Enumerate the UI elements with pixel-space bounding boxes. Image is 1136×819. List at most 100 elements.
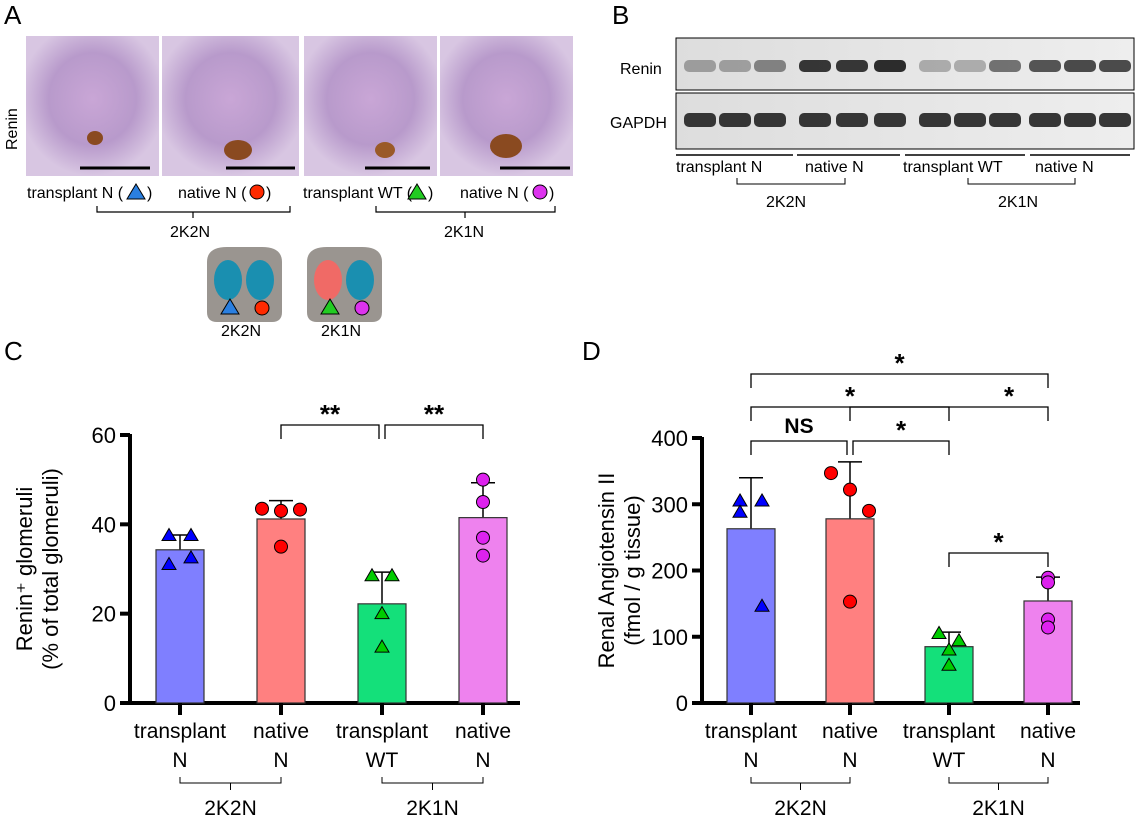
data-point-triangle xyxy=(754,598,770,612)
significance-bracket xyxy=(750,440,848,455)
blot-row-renin: Renin xyxy=(620,61,662,78)
western-blot xyxy=(675,37,1135,150)
circle-red-icon xyxy=(249,184,265,200)
micrographs xyxy=(26,36,573,176)
caption-transplant-wt: transplant WT ( xyxy=(303,185,413,202)
y-tick-label: 0 xyxy=(104,691,116,716)
group-label: 2K2N xyxy=(204,797,257,819)
caption-native-n-2k1n: native N ( xyxy=(460,185,529,202)
group-bracket xyxy=(381,777,484,784)
kidney-schematic-2k1n: 2K1N xyxy=(307,247,382,340)
data-point-triangle xyxy=(732,504,748,518)
blot-band-gapdh xyxy=(954,113,986,127)
category-label: native xyxy=(822,720,878,743)
bar xyxy=(825,518,875,704)
significance-bracket xyxy=(384,424,484,439)
caption-native-n: native N ( xyxy=(178,185,247,202)
data-point-triangle xyxy=(732,492,748,507)
lane-label-native-n-2k1n: native N xyxy=(1035,159,1094,176)
data-point-circle xyxy=(476,548,490,563)
blot-band-gapdh xyxy=(919,113,951,127)
data-point-triangle xyxy=(941,657,957,671)
group-bracket xyxy=(948,777,1049,784)
micrograph-transplant-n xyxy=(26,36,159,176)
category-label: N xyxy=(475,749,490,772)
group-bracket xyxy=(750,777,851,784)
blot-group-2k1n: 2K1N xyxy=(998,194,1038,211)
data-point-circle xyxy=(476,495,490,509)
data-point-triangle xyxy=(364,567,380,582)
data-point-circle xyxy=(862,503,876,518)
caption-transplant-n: transplant N ( xyxy=(27,185,124,202)
circle-magenta-icon xyxy=(532,184,548,200)
category-label: N xyxy=(1040,749,1055,772)
category-label: N xyxy=(842,749,857,772)
lane-label-transplant-wt: transplant WT xyxy=(903,159,1003,176)
blot-band-gapdh xyxy=(754,113,786,127)
category-label: transplant xyxy=(134,720,226,743)
data-point-triangle xyxy=(183,549,199,564)
data-point-triangle xyxy=(754,492,770,507)
y-tick-label: 20 xyxy=(92,602,116,627)
blot-band-gapdh xyxy=(684,113,716,127)
bar xyxy=(924,646,974,704)
y-axis-label-units: (% of total glomeruli) xyxy=(38,468,63,670)
data-point-triangle xyxy=(931,625,947,639)
panel-b-letter: B xyxy=(612,0,629,30)
significance-label: NS xyxy=(784,415,813,438)
blot-band-gapdh xyxy=(1099,113,1131,127)
significance-label: * xyxy=(993,527,1004,557)
blot-band-gapdh xyxy=(874,113,906,127)
blot-band-renin xyxy=(754,60,786,72)
group-label-2k2n: 2K2N xyxy=(170,224,210,241)
lane-label-transplant-n: transplant N xyxy=(676,159,762,176)
data-point-triangle xyxy=(384,567,400,582)
data-point-circle xyxy=(843,482,857,497)
group-label-2k1n: 2K1N xyxy=(444,224,484,241)
panel-a-letter: A xyxy=(4,0,22,30)
y-axis-label-units: (fmol / g tissue) xyxy=(620,495,645,645)
significance-bracket xyxy=(849,406,1049,421)
chart-d-angiotensin: 0 100 200 300 400 Renal Angiotensin II (fmol /… xyxy=(594,348,1080,819)
schematic-label-2k2n: 2K2N xyxy=(221,323,261,340)
data-point-circle xyxy=(274,539,288,554)
significance-bracket xyxy=(750,373,1049,388)
category-label: transplant xyxy=(705,720,797,743)
lane-label-native-n: native N xyxy=(805,159,864,176)
y-tick-label: 200 xyxy=(651,559,688,584)
category-label: transplant xyxy=(903,720,995,743)
significance-bracket xyxy=(280,424,380,439)
data-point-triangle xyxy=(161,527,177,541)
data-point-triangle xyxy=(941,642,957,656)
blot-band-renin xyxy=(989,60,1021,72)
significance-bracket xyxy=(948,552,1049,567)
category-label: N xyxy=(172,749,187,772)
blot-band-renin xyxy=(1064,60,1096,72)
category-label: N xyxy=(273,749,288,772)
data-point-triangle xyxy=(951,632,967,647)
data-point-circle xyxy=(843,594,857,609)
bar xyxy=(726,528,776,704)
micrograph-transplant-wt xyxy=(304,36,437,176)
y-tick-label: 400 xyxy=(651,426,688,451)
y-axis-label: Renal Angiotensin II xyxy=(594,473,619,669)
panel-a-row-label: Renin xyxy=(4,108,21,150)
blot-band-renin xyxy=(1099,60,1131,72)
category-label: WT xyxy=(933,749,966,772)
group-bracket xyxy=(179,777,282,784)
blot-band-renin xyxy=(874,60,906,72)
schematic-label-2k1n: 2K1N xyxy=(321,323,361,340)
blot-band-gapdh xyxy=(989,113,1021,127)
bar xyxy=(357,603,407,704)
kidney-schematic-2k2n: 2K2N xyxy=(207,247,282,340)
blot-band-renin xyxy=(799,60,831,72)
blot-band-renin xyxy=(1029,60,1061,72)
blot-band-renin xyxy=(954,60,986,72)
panel-c-letter: C xyxy=(4,336,23,366)
bar xyxy=(155,549,205,704)
data-point-triangle xyxy=(183,527,199,541)
blot-band-gapdh xyxy=(719,113,751,127)
significance-label: * xyxy=(1004,381,1015,411)
y-tick-label: 40 xyxy=(92,512,116,537)
blot-band-gapdh xyxy=(836,113,868,127)
